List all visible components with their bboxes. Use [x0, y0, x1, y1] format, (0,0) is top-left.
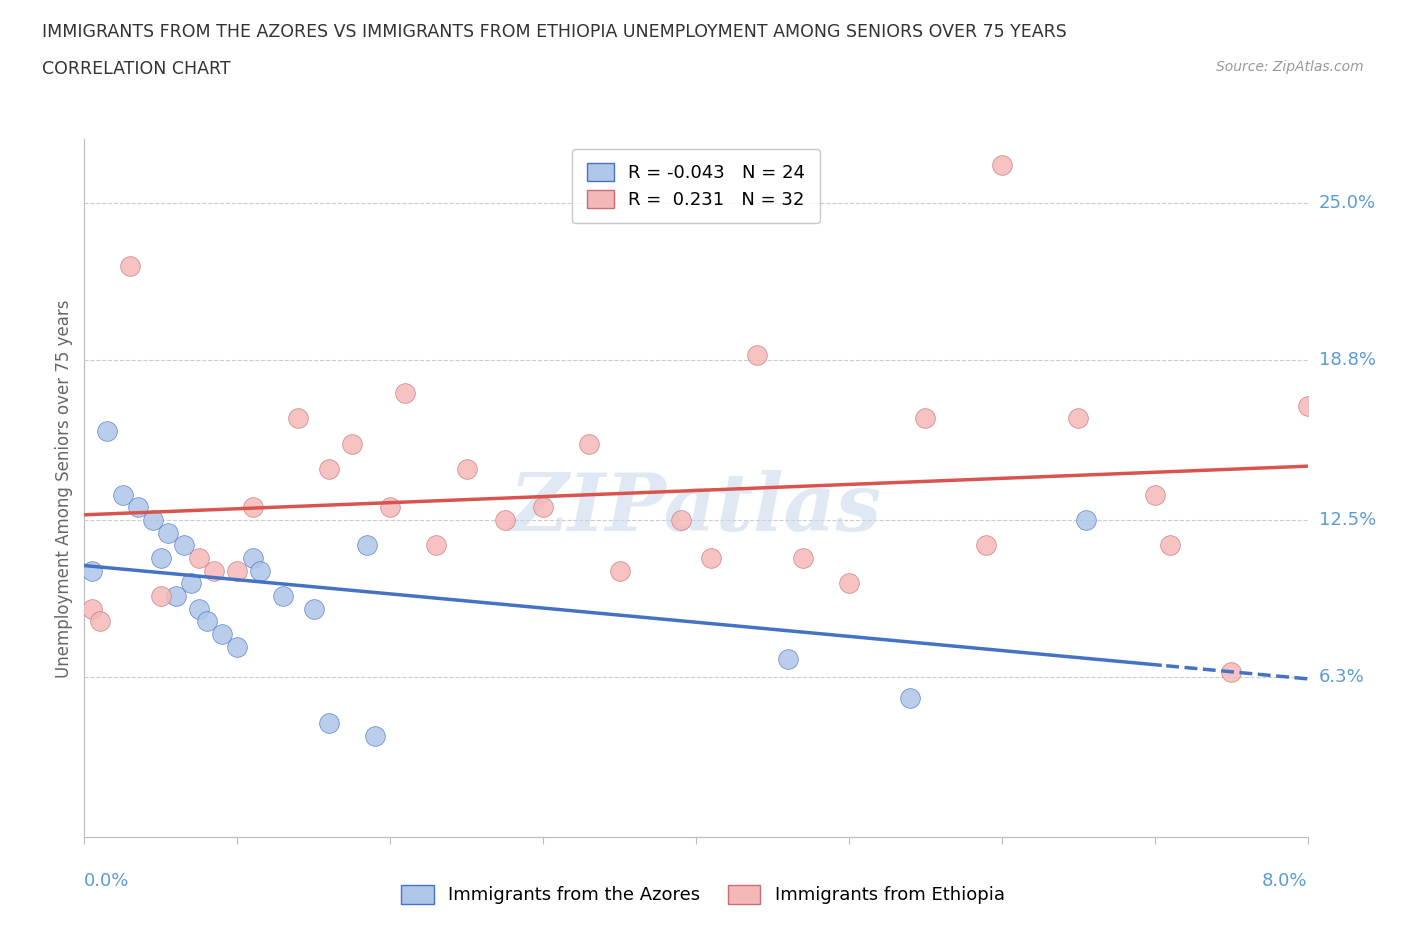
Text: 0.0%: 0.0% [84, 871, 129, 890]
Text: 12.5%: 12.5% [1319, 511, 1376, 529]
Point [173, 538, 195, 552]
Point [318, 715, 340, 730]
Point [394, 386, 416, 401]
Point [776, 652, 799, 667]
Point [142, 512, 165, 527]
Point [1159, 538, 1181, 552]
Point [96, 424, 118, 439]
Point [340, 436, 363, 451]
Text: ZIPatlas: ZIPatlas [510, 471, 882, 548]
Legend: R = -0.043   N = 24, R =  0.231   N = 32: R = -0.043 N = 24, R = 0.231 N = 32 [572, 149, 820, 223]
Point [898, 690, 921, 705]
Point [149, 589, 172, 604]
Point [165, 589, 187, 604]
Point [287, 411, 309, 426]
Point [302, 602, 325, 617]
Point [149, 551, 172, 565]
Point [609, 564, 631, 578]
Y-axis label: Unemployment Among Seniors over 75 years: Unemployment Among Seniors over 75 years [55, 299, 73, 677]
Point [157, 525, 180, 540]
Point [531, 499, 554, 514]
Point [1220, 665, 1243, 680]
Text: CORRELATION CHART: CORRELATION CHART [42, 60, 231, 78]
Text: 18.8%: 18.8% [1319, 352, 1375, 369]
Point [211, 627, 233, 642]
Point [456, 462, 478, 477]
Text: Source: ZipAtlas.com: Source: ZipAtlas.com [1216, 60, 1364, 74]
Point [89, 614, 111, 629]
Point [700, 551, 723, 565]
Point [188, 602, 211, 617]
Point [425, 538, 447, 552]
Point [271, 589, 294, 604]
Point [380, 499, 402, 514]
Point [226, 639, 249, 654]
Point [318, 462, 340, 477]
Point [669, 512, 692, 527]
Point [747, 348, 769, 363]
Point [838, 576, 860, 591]
Point [80, 602, 103, 617]
Point [494, 512, 516, 527]
Point [111, 487, 134, 502]
Point [1074, 512, 1097, 527]
Text: 6.3%: 6.3% [1319, 669, 1364, 686]
Point [188, 551, 211, 565]
Point [1143, 487, 1166, 502]
Point [180, 576, 202, 591]
Text: 25.0%: 25.0% [1319, 194, 1376, 212]
Point [195, 614, 218, 629]
Point [356, 538, 378, 552]
Point [249, 564, 271, 578]
Text: IMMIGRANTS FROM THE AZORES VS IMMIGRANTS FROM ETHIOPIA UNEMPLOYMENT AMONG SENIOR: IMMIGRANTS FROM THE AZORES VS IMMIGRANTS… [42, 23, 1067, 41]
Point [914, 411, 936, 426]
Point [1067, 411, 1090, 426]
Point [1296, 398, 1319, 413]
Text: 8.0%: 8.0% [1263, 871, 1308, 890]
Point [242, 499, 264, 514]
Point [578, 436, 600, 451]
Point [242, 551, 264, 565]
Point [127, 499, 149, 514]
Point [202, 564, 225, 578]
Point [226, 564, 249, 578]
Legend: Immigrants from the Azores, Immigrants from Ethiopia: Immigrants from the Azores, Immigrants f… [394, 878, 1012, 911]
Point [364, 728, 387, 743]
Point [792, 551, 814, 565]
Point [80, 564, 103, 578]
Point [990, 157, 1012, 172]
Point [120, 259, 142, 273]
Point [976, 538, 998, 552]
